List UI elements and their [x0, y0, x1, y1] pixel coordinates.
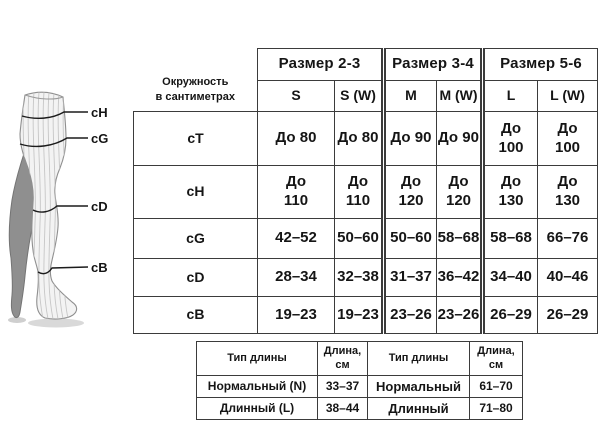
- size-cell: 58–68: [480, 218, 538, 259]
- size-cell: До 100: [480, 111, 538, 166]
- size-cell: 23–26: [381, 296, 437, 334]
- row-label-cb: cB: [133, 296, 258, 334]
- size-table-row-ch: cH До 110 До 110 До 120 До 120 До 130 До…: [133, 165, 598, 219]
- size-cell: 66–76: [537, 218, 598, 259]
- size-cell: 19–23: [334, 296, 384, 334]
- size-table-row-cb: cB 19–23 19–23 23–26 23–26 26–29 26–29: [133, 296, 598, 334]
- row-label-ct: cT: [133, 111, 258, 166]
- size-cell: До 120: [381, 165, 437, 219]
- length-table-header-row: Тип длины Длина, см Тип длины Длина, см: [196, 341, 523, 376]
- length-header-type-2: Тип длины: [367, 341, 470, 376]
- measurement-label-cd: cD: [91, 199, 108, 214]
- leg-diagram: cH cG cD cB: [0, 88, 135, 333]
- row-label-cd: cD: [133, 258, 258, 297]
- length-cell: Нормальный (N): [196, 375, 318, 398]
- length-cell: 61–70: [469, 375, 523, 398]
- column-header-m: M: [381, 80, 437, 112]
- length-cell: 38–44: [317, 397, 368, 420]
- measurement-label-cb: cB: [91, 260, 108, 275]
- size-cell: 23–26: [436, 296, 483, 334]
- size-cell: 50–60: [381, 218, 437, 259]
- size-cell: До 90: [436, 111, 483, 166]
- size-group-header-3-4: Размер 3-4: [381, 48, 483, 81]
- measurement-line-cg: [19, 137, 88, 148]
- length-cell: Нормальный: [367, 375, 470, 398]
- size-group-header-2-3: Размер 2-3: [257, 48, 384, 81]
- column-header-l: L: [480, 80, 538, 112]
- length-cell: Длинный: [367, 397, 470, 420]
- leg-illustration: cH cG cD cB: [8, 91, 108, 328]
- size-cell: До 120: [436, 165, 483, 219]
- row-label-ch: cH: [133, 165, 258, 219]
- measurement-label-cg: cG: [91, 131, 108, 146]
- length-cell: Длинный (L): [196, 397, 318, 420]
- column-header-lw: L (W): [537, 80, 598, 112]
- floor-shadow: [28, 318, 84, 328]
- length-table-row-normal: Нормальный (N) 33–37 Нормальный 61–70: [196, 375, 523, 398]
- length-header-length-1: Длина, см: [317, 341, 368, 376]
- row-label-cg: cG: [133, 218, 258, 259]
- length-header-length-2: Длина, см: [469, 341, 523, 376]
- size-cell: 26–29: [537, 296, 598, 334]
- floor-shadow-back: [8, 317, 26, 323]
- size-cell: До 80: [257, 111, 335, 166]
- size-cell: 42–52: [257, 218, 335, 259]
- measurement-line-cb: [37, 266, 89, 275]
- length-cell: 33–37: [317, 375, 368, 398]
- size-cell: 26–29: [480, 296, 538, 334]
- size-cell: 19–23: [257, 296, 335, 334]
- size-cell: 34–40: [480, 258, 538, 297]
- size-cell: До 90: [381, 111, 437, 166]
- stocking-top-band: [24, 94, 64, 100]
- column-header-mw: M (W): [436, 80, 483, 112]
- size-cell: До 110: [257, 165, 335, 219]
- size-cell: До 110: [334, 165, 384, 219]
- size-cell: 32–38: [334, 258, 384, 297]
- column-header-s: S: [257, 80, 335, 112]
- length-header-type-1: Тип длины: [196, 341, 318, 376]
- size-cell: 58–68: [436, 218, 483, 259]
- length-cell: 71–80: [469, 397, 523, 420]
- measurement-line-cd: [32, 205, 88, 213]
- size-table-corner-label: Окружность в сантиметрах: [155, 76, 235, 103]
- size-cell: 28–34: [257, 258, 335, 297]
- size-group-header-5-6: Размер 5-6: [480, 48, 598, 81]
- measurement-label-ch: cH: [91, 105, 108, 120]
- size-table-row-ct: cT До 80 До 80 До 90 До 90 До 100 До 100: [133, 111, 598, 166]
- size-cell: До 130: [480, 165, 538, 219]
- measurement-line-ch: [21, 111, 88, 120]
- size-table-column-header-row: S S (W) M M (W) L L (W): [134, 80, 598, 112]
- size-cell: 50–60: [334, 218, 384, 259]
- size-table-group-header-row: Окружность в сантиметрах Размер 2-3 Разм…: [134, 48, 598, 103]
- size-cell: До 100: [537, 111, 598, 166]
- size-cell: До 130: [537, 165, 598, 219]
- length-table-row-long: Длинный (L) 38–44 Длинный 71–80: [196, 397, 523, 420]
- size-table: Окружность в сантиметрах Размер 2-3 Разм…: [133, 48, 598, 334]
- size-table-row-cd: cD 28–34 32–38 31–37 36–42 34–40 40–46: [133, 258, 598, 297]
- size-cell: 40–46: [537, 258, 598, 297]
- length-table: Тип длины Длина, см Тип длины Длина, см …: [196, 341, 523, 420]
- size-cell: До 80: [334, 111, 384, 166]
- size-table-row-cg: cG 42–52 50–60 50–60 58–68 58–68 66–76: [133, 218, 598, 259]
- size-cell: 36–42: [436, 258, 483, 297]
- column-header-sw: S (W): [334, 80, 384, 112]
- size-cell: 31–37: [381, 258, 437, 297]
